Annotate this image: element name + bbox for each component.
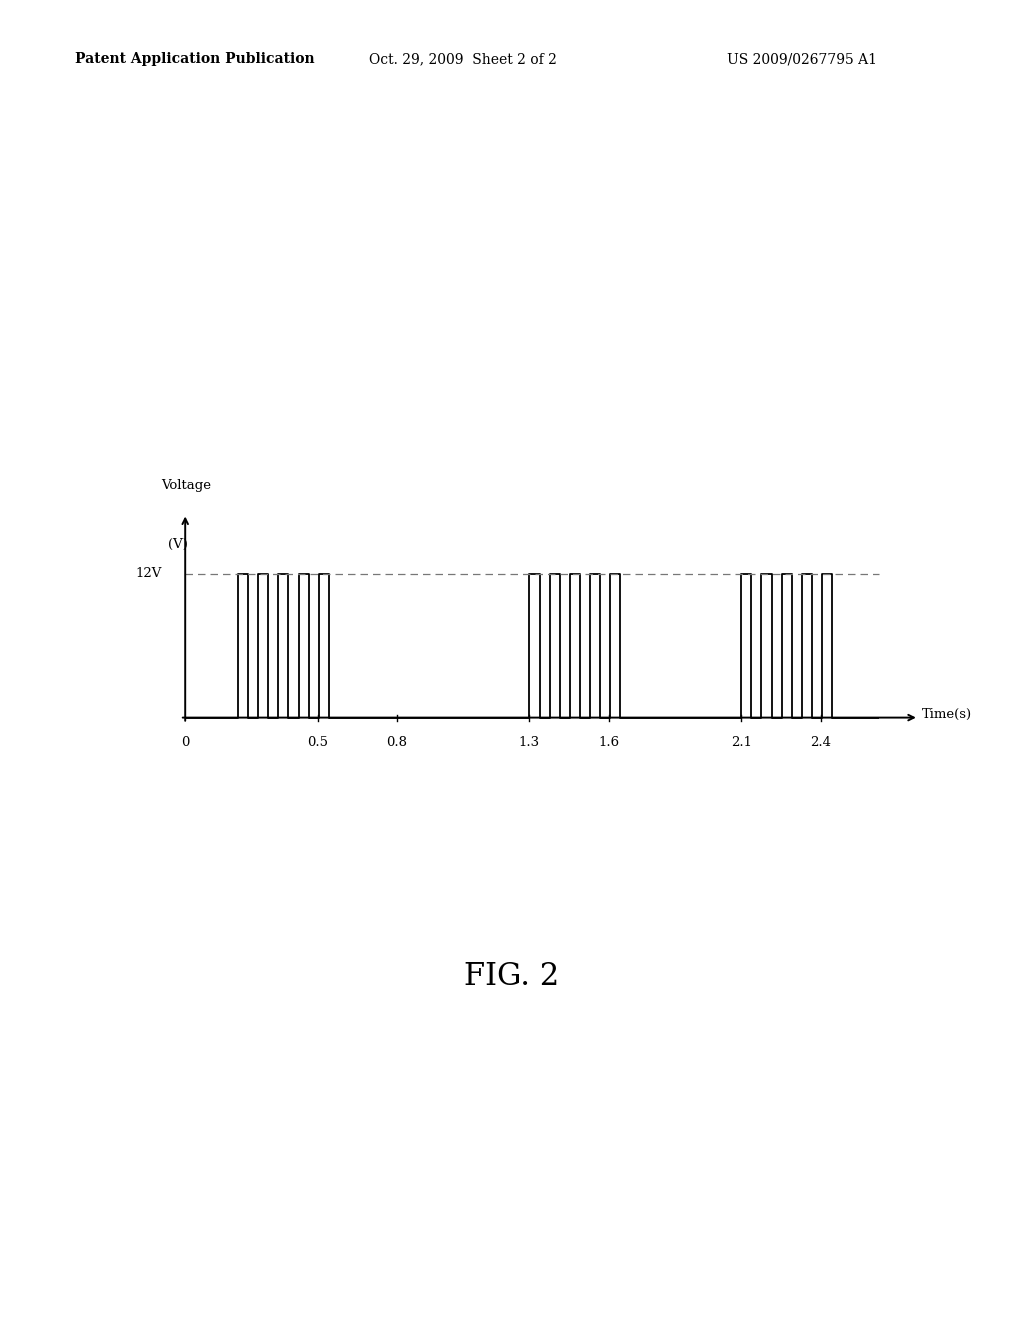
Text: 1.3: 1.3 xyxy=(519,735,540,748)
Text: FIG. 2: FIG. 2 xyxy=(464,961,560,993)
Text: 0: 0 xyxy=(181,735,189,748)
Text: 0.8: 0.8 xyxy=(387,735,408,748)
Text: 1.6: 1.6 xyxy=(598,735,620,748)
Text: Voltage: Voltage xyxy=(162,479,211,492)
Text: 2.4: 2.4 xyxy=(810,735,831,748)
Text: Patent Application Publication: Patent Application Publication xyxy=(75,53,314,66)
Text: Oct. 29, 2009  Sheet 2 of 2: Oct. 29, 2009 Sheet 2 of 2 xyxy=(369,53,556,66)
Text: 12V: 12V xyxy=(135,568,162,579)
Text: 0.5: 0.5 xyxy=(307,735,328,748)
Text: 2.1: 2.1 xyxy=(731,735,752,748)
Text: Time(s): Time(s) xyxy=(922,708,972,721)
Text: (V): (V) xyxy=(168,537,187,550)
Text: US 2009/0267795 A1: US 2009/0267795 A1 xyxy=(727,53,877,66)
